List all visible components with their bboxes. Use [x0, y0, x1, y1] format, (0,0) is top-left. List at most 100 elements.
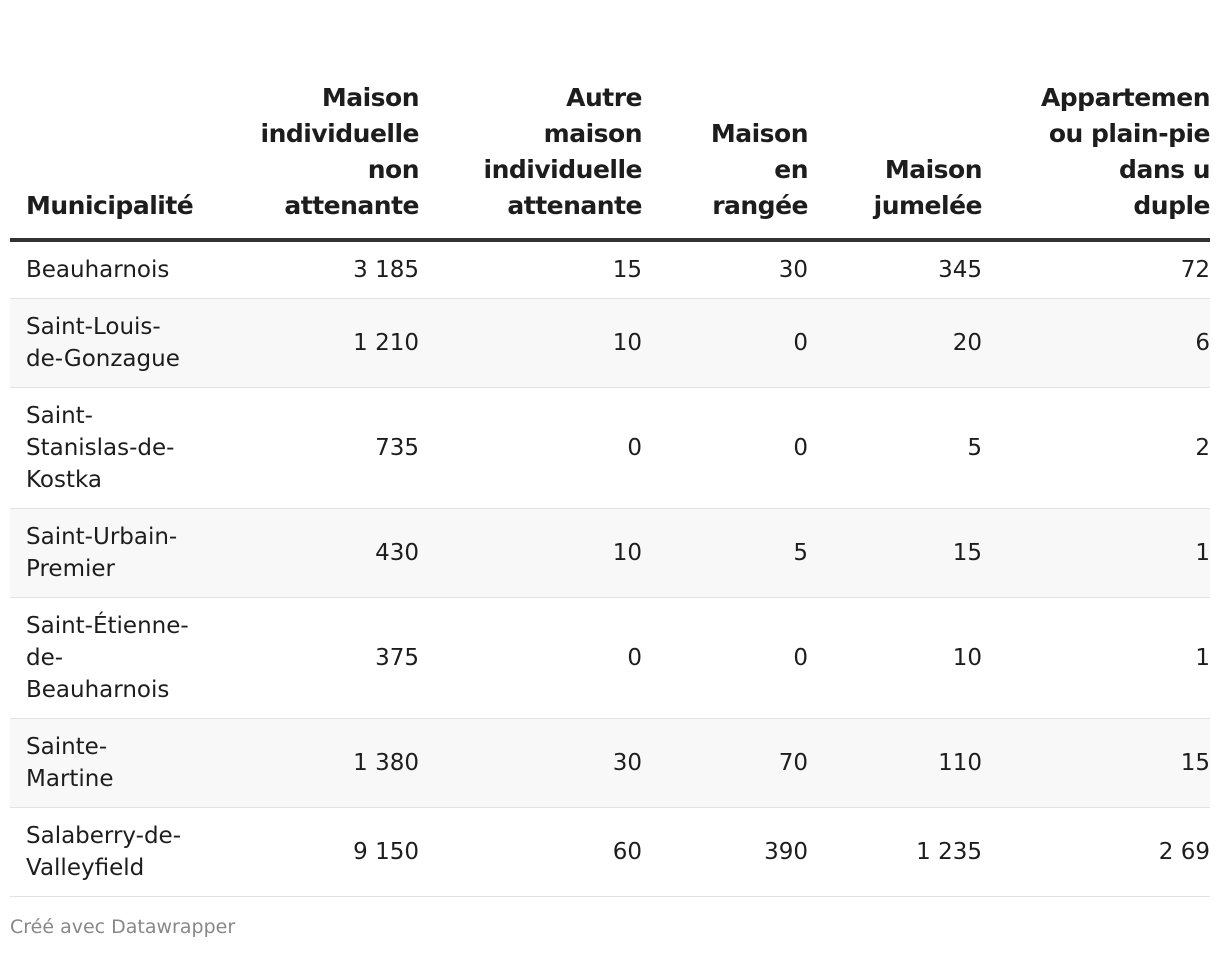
value-cell: 1 380: [240, 718, 435, 808]
cell-text: 9 150: [353, 839, 419, 865]
cell-text: 0: [793, 645, 808, 671]
value-cell: 10: [824, 597, 998, 719]
cell-text: 20: [952, 330, 982, 356]
cell-text: 1 210: [353, 330, 419, 356]
data-table: Municipalité Maison individuelle non atte…: [10, 80, 1210, 897]
value-cell: 1 235: [824, 807, 998, 897]
municipality-cell: Saint-Étienne-de-Beauharnois: [10, 597, 240, 719]
cell-text: 1: [1195, 540, 1210, 566]
table-row: Sainte-Martine 1 380 30 70 110 15: [10, 718, 1210, 808]
value-cell: 10: [435, 298, 658, 388]
value-cell: 15: [824, 508, 998, 598]
value-cell: 0: [435, 597, 658, 719]
value-cell: 0: [658, 597, 824, 719]
value-cell: 375: [240, 597, 435, 719]
cell-text: 0: [793, 435, 808, 461]
cell-text: 15: [952, 540, 982, 566]
cell-text: 375: [375, 645, 419, 671]
value-cell: 390: [658, 807, 824, 897]
value-cell: 30: [435, 718, 658, 808]
value-cell: 72: [998, 240, 1210, 299]
cell-text: Saint-Étienne-de-Beauharnois: [26, 613, 189, 703]
column-header: Autre maison individuelle attenante: [435, 80, 658, 242]
municipality-cell: Saint-Urbain-Premier: [10, 508, 240, 598]
cell-text: 30: [778, 257, 808, 283]
value-cell: 0: [658, 387, 824, 509]
value-cell: 10: [435, 508, 658, 598]
header-row: Municipalité Maison individuelle non atte…: [10, 80, 1210, 242]
value-cell: 15: [998, 718, 1210, 808]
cell-text: 0: [793, 330, 808, 356]
value-cell: 5: [658, 508, 824, 598]
cell-text: 15: [1180, 750, 1210, 776]
cell-text: Sainte-Martine: [26, 734, 114, 792]
value-cell: 1 210: [240, 298, 435, 388]
table-row: Beauharnois 3 185 15 30 345 72: [10, 240, 1210, 299]
value-cell: 0: [435, 387, 658, 509]
cell-text: 1: [1195, 645, 1210, 671]
value-cell: 20: [824, 298, 998, 388]
column-header: Municipalité: [10, 80, 240, 242]
value-cell: 2: [998, 387, 1210, 509]
cell-text: 72: [1180, 257, 1210, 283]
value-cell: 345: [824, 240, 998, 299]
value-cell: 60: [435, 807, 658, 897]
cell-text: 1 380: [353, 750, 419, 776]
value-cell: 9 150: [240, 807, 435, 897]
municipality-cell: Saint-Louis-de-Gonzague: [10, 298, 240, 388]
cell-text: 5: [793, 540, 808, 566]
cell-text: 10: [952, 645, 982, 671]
column-header: Maison jumelée: [824, 80, 998, 242]
cell-text: 0: [627, 435, 642, 461]
cell-text: 390: [764, 839, 808, 865]
value-cell: 0: [658, 298, 824, 388]
municipality-cell: Beauharnois: [10, 240, 240, 299]
table-row: Salaberry-de-Valleyfield 9 150 60 390 1 235 2…: [10, 807, 1210, 897]
cell-text: 5: [967, 435, 982, 461]
value-cell: 70: [658, 718, 824, 808]
municipality-cell: Sainte-Martine: [10, 718, 240, 808]
value-cell: 5: [824, 387, 998, 509]
cell-text: 10: [612, 540, 642, 566]
table-row: Saint-Étienne-de-Beauharnois 375 0 0 10 1: [10, 597, 1210, 719]
cell-text: 345: [938, 257, 982, 283]
cell-text: Saint-Urbain-Premier: [26, 524, 178, 582]
table-row: Saint-Stanislas-de-Kostka 735 0 0 5 2: [10, 387, 1210, 509]
column-header: Maison individuelle non attenante: [240, 80, 435, 242]
footer: Créé avec Datawrapper: [10, 916, 236, 938]
cell-text: 0: [627, 645, 642, 671]
cell-text: 2: [1195, 435, 1210, 461]
cell-text: Saint-Louis-de-Gonzague: [26, 314, 180, 372]
cell-text: 10: [612, 330, 642, 356]
cell-text: Beauharnois: [26, 257, 170, 283]
value-cell: 30: [658, 240, 824, 299]
value-cell: 15: [435, 240, 658, 299]
column-header: Appartemen ou plain-pie dans u duple: [998, 80, 1210, 242]
cell-text: 70: [778, 750, 808, 776]
value-cell: 6: [998, 298, 1210, 388]
column-header: Maison en rangée: [658, 80, 824, 242]
cell-text: 1 235: [916, 839, 982, 865]
table-row: Saint-Louis-de-Gonzague 1 210 10 0 20 6: [10, 298, 1210, 388]
municipality-cell: Saint-Stanislas-de-Kostka: [10, 387, 240, 509]
value-cell: 3 185: [240, 240, 435, 299]
cell-text: 3 185: [353, 257, 419, 283]
value-cell: 2 69: [998, 807, 1210, 897]
table-container: Municipalité Maison individuelle non atte…: [10, 80, 1210, 897]
value-cell: 110: [824, 718, 998, 808]
value-cell: 1: [998, 508, 1210, 598]
cell-text: Salaberry-de-Valleyfield: [26, 823, 181, 881]
table-body: Beauharnois 3 185 15 30 345 72 Saint-Louis-de-…: [10, 240, 1210, 897]
cell-text: 15: [612, 257, 642, 283]
cell-text: 30: [612, 750, 642, 776]
cell-text: 60: [612, 839, 642, 865]
table-row: Saint-Urbain-Premier 430 10 5 15 1: [10, 508, 1210, 598]
value-cell: 430: [240, 508, 435, 598]
value-cell: 735: [240, 387, 435, 509]
municipality-cell: Salaberry-de-Valleyfield: [10, 807, 240, 897]
cell-text: 6: [1195, 330, 1210, 356]
cell-text: 430: [375, 540, 419, 566]
cell-text: Saint-Stanislas-de-Kostka: [26, 403, 175, 493]
cell-text: 110: [938, 750, 982, 776]
